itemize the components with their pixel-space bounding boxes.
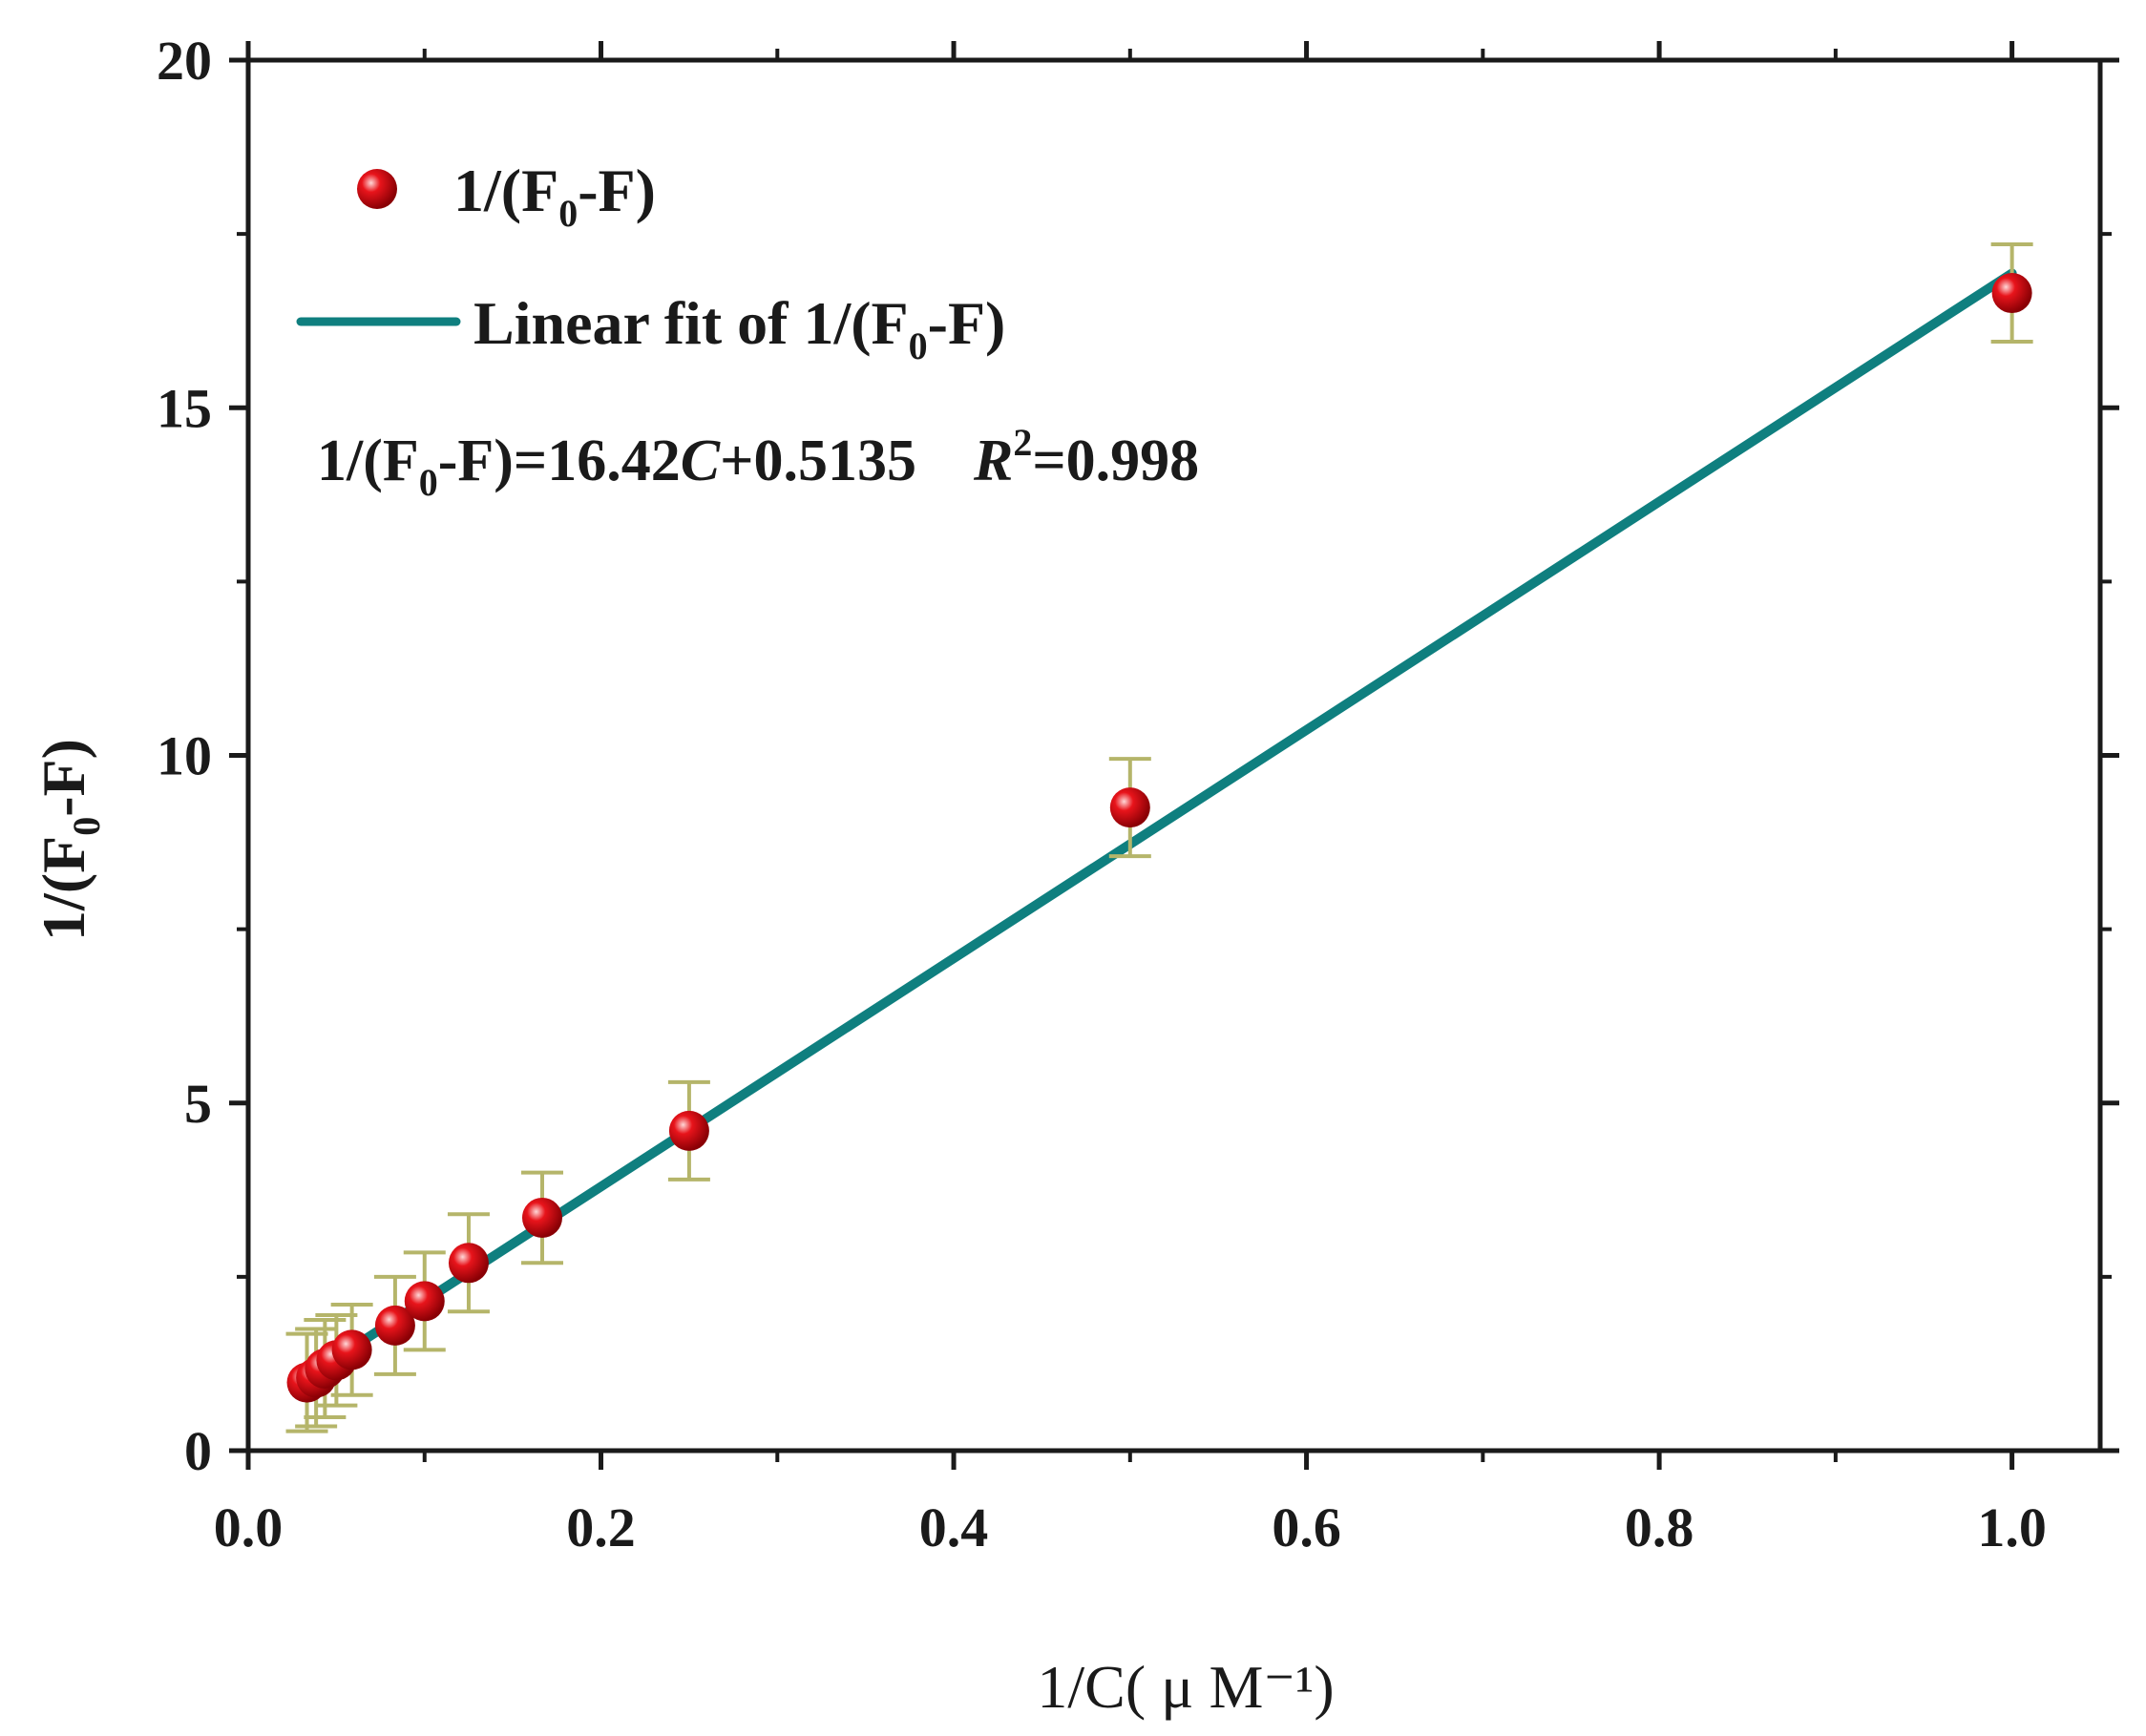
legend-label-scatter: 1/(F0-F) — [453, 157, 656, 235]
y-tick-label: 5 — [184, 1073, 212, 1135]
data-point — [1109, 787, 1150, 828]
x-tick-label: 0.2 — [566, 1496, 636, 1558]
legend-label-fit: Linear fit of 1/(F0-F) — [473, 289, 1005, 367]
data-point — [521, 1197, 562, 1238]
y-axis-title: 1/(F0-F) — [30, 739, 108, 941]
axis-ticks — [229, 41, 2119, 1470]
y-tick-label: 20 — [157, 30, 212, 92]
x-tick-label: 1.0 — [1977, 1496, 2047, 1558]
data-point — [448, 1243, 489, 1284]
legend-marker-scatter — [357, 169, 397, 209]
y-tick-label: 0 — [184, 1420, 212, 1482]
x-tick-label: 0.6 — [1272, 1496, 1341, 1558]
y-tick-label: 10 — [157, 725, 212, 787]
fit-line — [302, 268, 2017, 1382]
legend: 1/(F0-F) Linear fit of 1/(F0-F) — [296, 157, 1005, 367]
x-tick-label: 0.8 — [1625, 1496, 1694, 1558]
data-point — [404, 1281, 445, 1322]
fit-line-layer — [302, 268, 2017, 1382]
fit-equation: 1/(F0-F)=16.42C+0.5135 R2=0.998 — [317, 421, 1199, 504]
x-axis-title: 1/C( μ M⁻¹) — [1037, 1653, 1334, 1721]
data-point — [331, 1329, 372, 1370]
data-point — [1991, 273, 2032, 314]
x-tick-label: 0.0 — [214, 1496, 284, 1558]
data-point-layer — [286, 273, 2032, 1403]
data-point — [668, 1110, 709, 1151]
axis-tick-labels: 0.0 0.2 0.4 0.6 0.8 1.0 0 5 10 15 20 — [157, 30, 2047, 1558]
x-tick-label: 0.4 — [919, 1496, 989, 1558]
data-point — [374, 1305, 415, 1346]
y-tick-label: 15 — [157, 377, 212, 439]
